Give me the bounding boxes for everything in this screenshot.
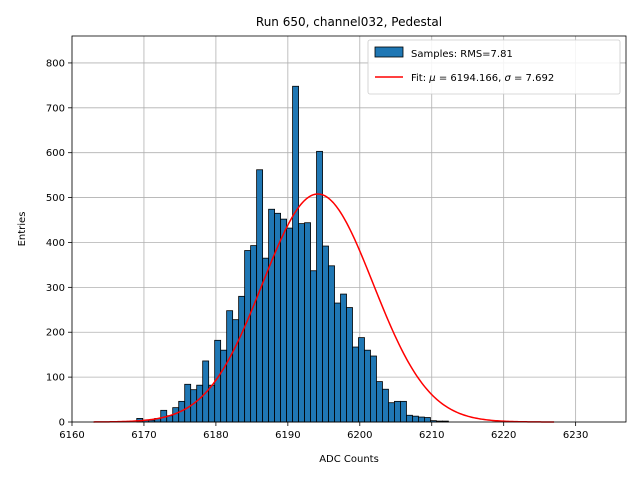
y-tick-label: 800 [46,58,65,69]
histogram-bar [340,293,347,423]
legend-label-fit: Fit: μ = 6194.166, σ = 7.692 [411,73,554,84]
y-tick-label: 500 [46,193,65,204]
x-tick-label: 6170 [131,430,156,441]
x-tick-label: 6180 [203,430,228,441]
y-tick-label: 0 [59,418,65,429]
histogram-bar [352,346,359,423]
x-tick-label: 6160 [59,430,84,441]
histogram-bar [238,295,246,423]
histogram-bar [394,400,401,423]
y-tick-label: 100 [46,373,65,384]
histogram-bar [184,383,192,423]
histogram-bar [364,349,371,423]
x-tick-label: 6230 [563,430,588,441]
histogram-bar [418,416,425,423]
x-axis-label: ADC Counts [319,454,379,465]
histogram-bar [220,349,228,423]
histogram-bar [412,415,419,423]
x-tick-label: 6190 [275,430,300,441]
legend-fit-mu-value: = 6194.166, [436,73,505,84]
legend-fit-prefix: Fit: [411,73,429,84]
histogram-bar [250,245,258,423]
y-tick-label: 300 [46,283,65,294]
x-tick-label: 6220 [491,430,516,441]
plot-frame [71,35,627,423]
y-axis-label: Entries [17,212,28,247]
legend-fit-sigma-value: = 7.692 [511,73,554,84]
legend-box [367,39,621,95]
histogram-bar [226,310,234,423]
histogram-bar [322,245,329,423]
x-tick-label: 6200 [347,430,372,441]
x-tick-label: 6210 [419,430,444,441]
histogram-bar [382,388,389,423]
histogram-bar [376,381,383,423]
legend-label-samples: Samples: RMS=7.81 [411,49,513,60]
legend-swatch-samples [374,46,404,58]
histogram-bar [304,222,311,423]
histogram-bar [424,417,431,423]
legend-fit-sigma-symbol: σ [504,73,511,84]
histogram-bar [280,218,287,423]
histogram-bar [310,270,317,423]
y-tick-label: 700 [46,103,65,114]
histogram-bar [196,384,204,423]
histogram-bar [244,250,252,423]
histogram-bar [316,150,323,423]
histogram-bar [388,402,395,423]
histogram-bar [400,400,407,423]
legend: Samples: RMS=7.81 Fit: μ = 6194.166, σ =… [367,39,621,95]
histogram-bar [208,384,216,423]
x-axis-ticks: 6160 6170 6180 6190 6200 6210 6220 6230 [59,422,588,441]
y-axis-ticks: 0 100 200 300 400 500 600 700 800 [46,58,72,429]
histogram-bar [274,212,281,423]
chart-title: Run 650, channel032, Pedestal [256,15,442,29]
histogram-bar [358,337,365,423]
fit-curve [93,193,555,423]
histogram-bar [406,414,413,423]
histogram-bar [292,85,299,423]
histogram-bar [232,319,240,423]
histogram-bar [370,355,377,423]
histogram-bar [298,223,305,423]
y-tick-label: 400 [46,238,65,249]
y-tick-label: 200 [46,328,65,339]
histogram-bar [328,265,335,423]
histogram-bar [346,307,353,423]
histogram-bar [334,302,341,423]
histogram-bar [286,227,293,423]
y-tick-label: 600 [46,148,65,159]
histogram-bar [268,208,275,423]
legend-fit-mu-symbol: μ [428,73,435,84]
